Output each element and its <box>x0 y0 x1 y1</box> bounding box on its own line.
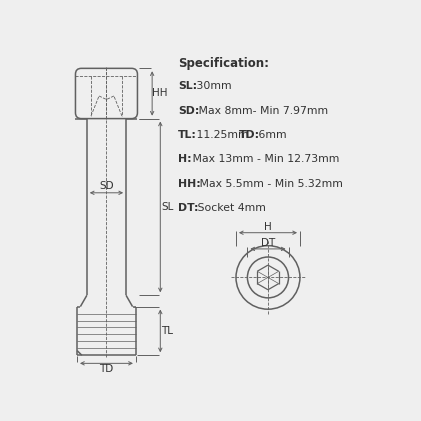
Text: Max 8mm- Min 7.97mm: Max 8mm- Min 7.97mm <box>195 106 328 116</box>
Text: SL:: SL: <box>178 81 197 91</box>
Text: Specification:: Specification: <box>178 57 269 70</box>
Text: DT: DT <box>261 238 275 248</box>
Text: 6mm: 6mm <box>255 130 287 140</box>
Text: Max 5.5mm - Min 5.32mm: Max 5.5mm - Min 5.32mm <box>196 179 343 189</box>
Text: HH: HH <box>152 88 167 99</box>
Text: TD: TD <box>99 364 114 374</box>
Text: DT:: DT: <box>178 203 199 213</box>
Text: Max 13mm - Min 12.73mm: Max 13mm - Min 12.73mm <box>189 154 339 164</box>
Text: Socket 4mm: Socket 4mm <box>194 203 266 213</box>
Text: HH:: HH: <box>178 179 201 189</box>
FancyBboxPatch shape <box>75 68 137 119</box>
Text: H: H <box>264 222 272 232</box>
Text: H:: H: <box>178 154 192 164</box>
Text: SD: SD <box>99 181 114 191</box>
Text: SD:: SD: <box>178 106 200 116</box>
Text: 30mm: 30mm <box>193 81 232 91</box>
Text: SL: SL <box>161 202 173 212</box>
Text: 11.25mm: 11.25mm <box>193 130 252 140</box>
Text: TL:: TL: <box>178 130 197 140</box>
Text: TL: TL <box>162 326 173 336</box>
Text: TD:: TD: <box>239 130 260 140</box>
